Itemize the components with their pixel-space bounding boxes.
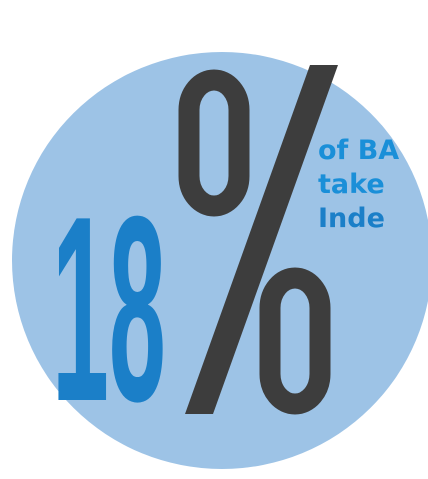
caption-line-1: of BA xyxy=(318,135,400,166)
stat-number: 18 xyxy=(52,163,166,457)
caption-line-2: take xyxy=(318,169,385,200)
percent-sign xyxy=(178,65,338,415)
percent-top-zero xyxy=(178,69,250,217)
background-circle xyxy=(12,52,428,469)
percent-bottom-zero xyxy=(259,267,331,415)
caption-line-3: Inde xyxy=(318,203,385,234)
percent-slash xyxy=(185,65,338,414)
stat-caption: of BA take Inde xyxy=(318,134,428,236)
